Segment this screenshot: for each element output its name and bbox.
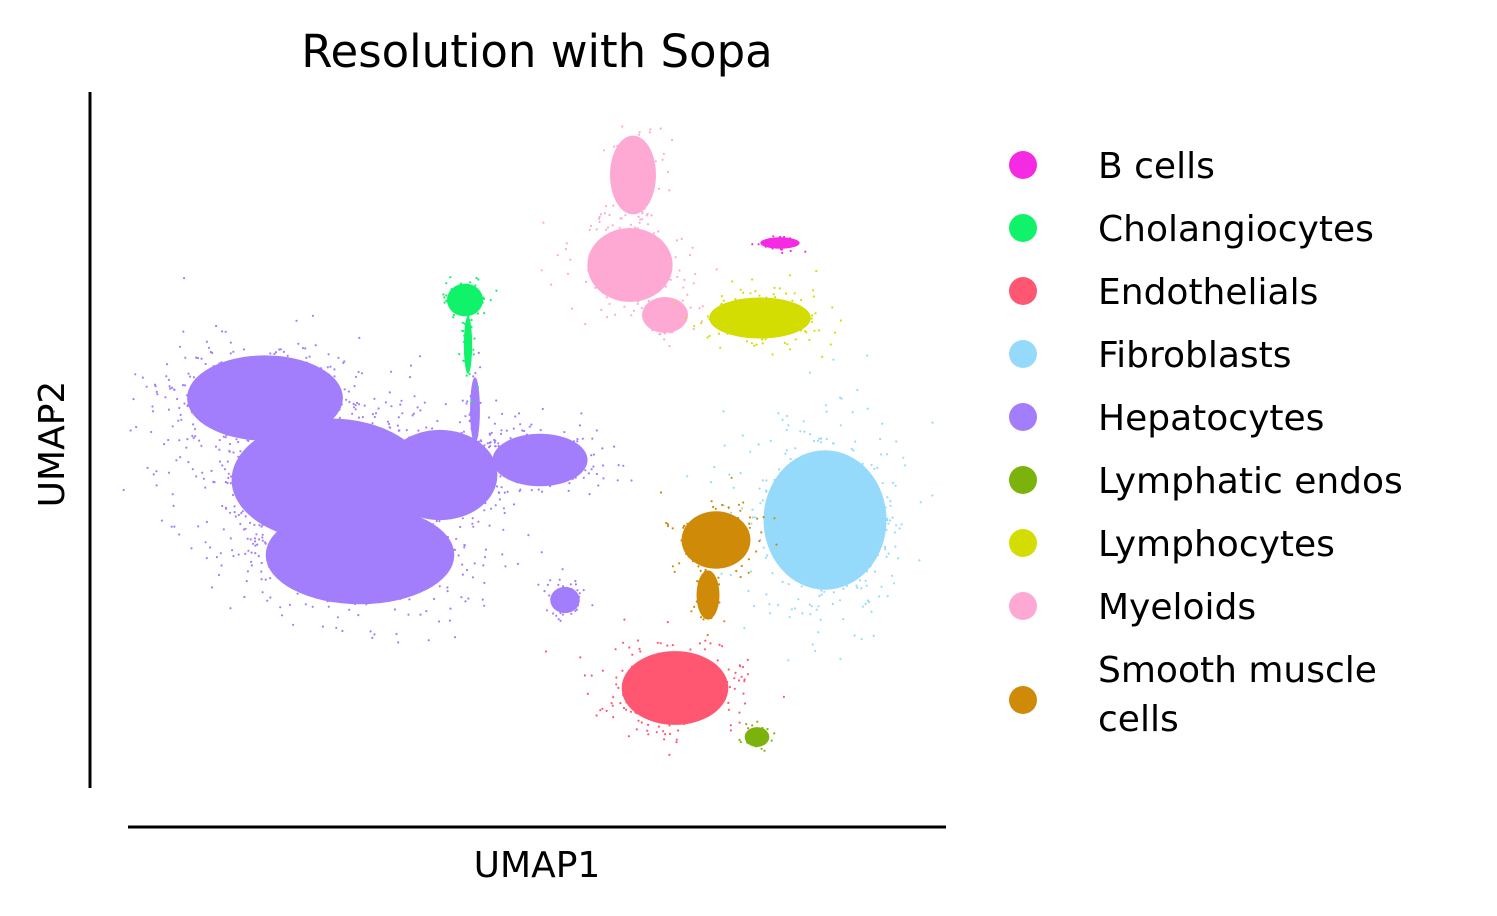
legend-label: Myeloids	[1098, 587, 1256, 628]
plot-area	[52, 125, 934, 756]
legend-item-lymphocytes: Lymphocytes	[1009, 524, 1335, 565]
cluster-core-lymphatic-endos	[744, 727, 770, 747]
cluster-cholangiocytes	[458, 294, 480, 403]
x-axis-label: UMAP1	[474, 845, 601, 886]
cluster-core-hepatocytes	[187, 355, 343, 441]
cluster-points-myeloids	[630, 297, 704, 348]
legend-label: Hepatocytes	[1098, 398, 1324, 439]
legend-item-endothelials: Endothelials	[1009, 272, 1318, 313]
legend-marker	[1009, 592, 1037, 620]
legend-item-fibroblasts: Fibroblasts	[1009, 335, 1292, 376]
cluster-points-cholangiocytes	[458, 294, 480, 403]
legend-marker	[1009, 686, 1037, 714]
legend-marker	[1009, 277, 1037, 305]
legend-label: Fibroblasts	[1098, 335, 1292, 376]
legend-item-b-cells: B cells	[1009, 146, 1215, 187]
legend-label: Lymphatic endos	[1098, 461, 1403, 502]
cluster-hepatocytes	[323, 399, 540, 564]
cluster-hepatocytes	[52, 277, 413, 472]
cluster-endothelials	[544, 618, 785, 756]
cluster-core-cholangiocytes	[463, 316, 473, 374]
cluster-points-lymphatic-endos	[738, 720, 776, 752]
cluster-smooth-muscle-cells	[690, 549, 726, 637]
legend-marker	[1009, 466, 1037, 494]
legend-marker	[1009, 529, 1037, 557]
cluster-fibroblasts	[686, 354, 934, 662]
legend-item-smooth-muscle-cells: Smooth muscle cells	[1009, 650, 1377, 740]
cluster-core-cholangiocytes	[446, 283, 484, 317]
cluster-hepatocytes	[537, 578, 594, 622]
legend-label: B cells	[1098, 146, 1215, 187]
cluster-cholangiocytes	[442, 276, 498, 322]
legend: B cells Cholangiocytes Endothelials Fibrobl…	[1009, 146, 1403, 740]
legend-item-hepatocytes: Hepatocytes	[1009, 398, 1324, 439]
cluster-lymphatic-endos	[738, 720, 776, 752]
legend-label: Smooth muscle	[1098, 650, 1377, 691]
cluster-myeloids	[540, 202, 718, 326]
cluster-b-cells	[751, 235, 807, 254]
cluster-hepatocytes	[464, 407, 633, 510]
legend-marker	[1009, 403, 1037, 431]
legend-label: cells	[1098, 699, 1179, 740]
cluster-core-hepatocytes	[470, 377, 480, 443]
cluster-lymphocytes	[673, 269, 842, 358]
legend-marker	[1009, 214, 1037, 242]
cluster-hepatocytes	[466, 351, 482, 454]
cluster-smooth-muscle-cells	[659, 476, 778, 579]
cluster-points-smooth-muscle-cells	[659, 476, 778, 579]
legend-item-lymphatic-endos: Lymphatic endos	[1009, 461, 1403, 502]
legend-item-cholangiocytes: Cholangiocytes	[1009, 209, 1374, 250]
cluster-myeloids	[598, 125, 674, 250]
legend-marker	[1009, 151, 1037, 179]
y-axis-label: UMAP2	[32, 381, 73, 508]
cluster-hepatocytes	[155, 458, 564, 644]
legend-label: Cholangiocytes	[1098, 209, 1374, 250]
cluster-points-cholangiocytes	[442, 276, 498, 322]
legend-item-myeloids: Myeloids	[1009, 587, 1256, 628]
cluster-points-hepatocytes	[155, 458, 564, 644]
legend-label: Endothelials	[1098, 272, 1318, 313]
cluster-core-smooth-muscle-cells	[696, 570, 720, 620]
cluster-points-lymphocytes	[673, 269, 842, 358]
legend-label: Lymphocytes	[1098, 524, 1335, 565]
cluster-myeloids	[630, 296, 704, 348]
cluster-core-hepatocytes	[265, 505, 455, 605]
legend-marker	[1009, 340, 1037, 368]
chart-title: Resolution with Sopa	[301, 25, 772, 78]
